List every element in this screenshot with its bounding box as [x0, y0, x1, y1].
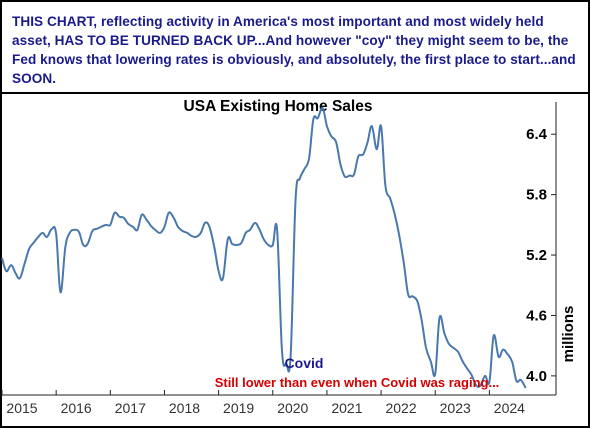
x-tick-label: 2018 — [169, 400, 200, 416]
headline-box: THIS CHART, reflecting activity in Ameri… — [2, 2, 588, 94]
headline-text: THIS CHART, reflecting activity in Ameri… — [12, 14, 576, 86]
x-tick-label: 2015 — [6, 400, 37, 416]
y-axis-label: millions — [560, 306, 577, 363]
home-sales-chart: USA Existing Home Sales 4.04.65.25.86.4 … — [0, 98, 577, 416]
note-annotation: Still lower than even when Covid was rag… — [215, 375, 500, 390]
x-tick-label: 2017 — [115, 400, 146, 416]
x-tick-label: 2024 — [494, 400, 525, 416]
y-tick-label: 5.2 — [526, 247, 547, 264]
series-line-0 — [1, 106, 527, 389]
chart-title: USA Existing Home Sales — [184, 98, 373, 115]
x-tick-label: 2020 — [277, 400, 308, 416]
x-tick-label: 2019 — [223, 400, 254, 416]
x-tick-label: 2022 — [385, 400, 416, 416]
y-tick-label: 4.0 — [526, 368, 547, 385]
y-tick-label: 4.6 — [526, 307, 547, 324]
y-tick-label: 6.4 — [526, 126, 548, 143]
covid-annotation: Covid — [285, 355, 324, 371]
x-tick-label: 2023 — [440, 400, 471, 416]
y-tick-label: 5.8 — [526, 187, 547, 204]
x-tick-label: 2021 — [331, 400, 362, 416]
x-tick-label: 2016 — [61, 400, 92, 416]
